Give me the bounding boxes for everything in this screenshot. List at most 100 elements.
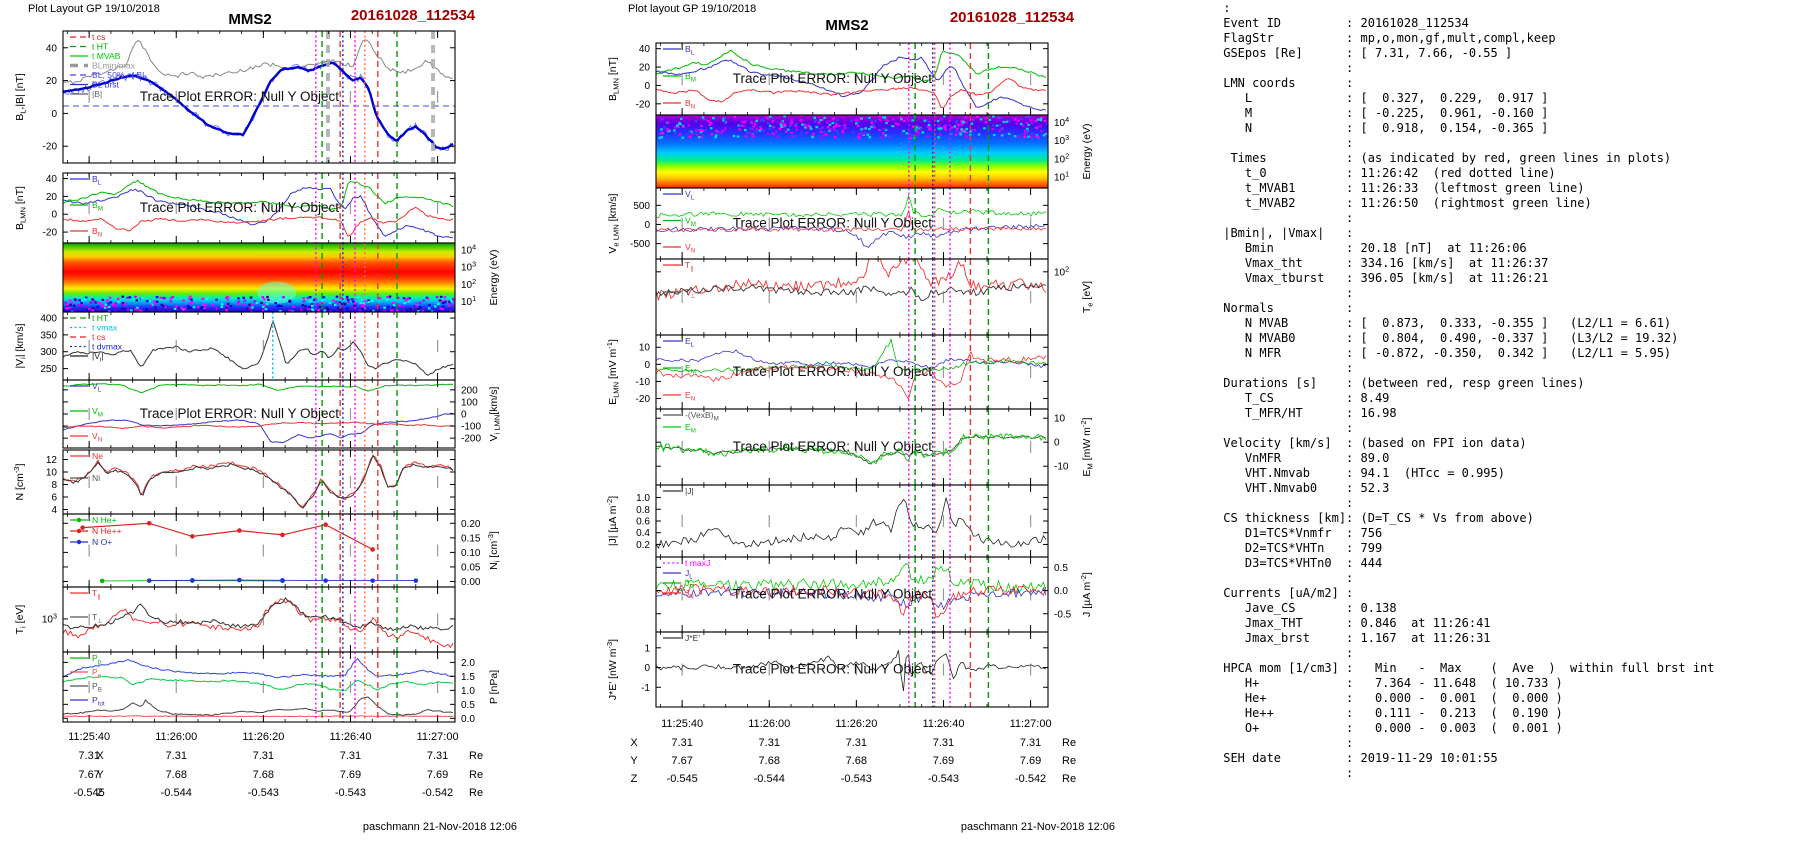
legend-entry: VM​ — [685, 216, 696, 229]
axis-label-j-mag: |J| [µA m-2​] — [605, 496, 619, 546]
pos-row-value: 7.68 — [846, 755, 867, 767]
panel-frame — [62, 651, 456, 723]
svg-text:-20: -20 — [636, 394, 651, 405]
pos-row-value: 7.31 — [78, 750, 99, 762]
left-event-id: 20161028_112534 — [350, 7, 476, 24]
pos-row-value: -0.542 — [1015, 773, 1046, 785]
series-VL — [656, 223, 1047, 248]
legend-entry: t cs — [92, 332, 105, 342]
series-BN — [63, 206, 454, 237]
legend-entry: BL​ — [92, 174, 102, 187]
svg-text:-100: -100 — [461, 422, 481, 433]
series-PB — [63, 696, 454, 716]
legend-entry: -(VexB)M​ — [685, 410, 719, 423]
pos-row-value: -0.545 — [667, 773, 698, 785]
svg-text:10: 10 — [46, 468, 58, 479]
middle-plot-column: 40 20 0 -20 BLMN​ [nT] BL​ BM​ BN​ Trace Plot ER… — [605, 42, 1095, 785]
pos-row-value: 7.69 — [427, 769, 448, 781]
axis-label-e-lmn: ELMN​ [mV m-1​] — [605, 339, 621, 405]
series-Tperp — [63, 597, 454, 632]
pos-row-value: 7.31 — [846, 737, 867, 749]
svg-text:103​: 103​ — [1054, 133, 1069, 147]
svg-text:40: 40 — [46, 43, 58, 54]
legend-entry: N He+ — [92, 515, 117, 525]
svg-text:-1: -1 — [641, 683, 650, 694]
pos-row-value: 7.31 — [340, 750, 361, 762]
time-axis-label: 11:25:40 — [68, 731, 110, 743]
legend-entry: t vmax — [92, 323, 118, 333]
svg-text:0: 0 — [1054, 438, 1060, 449]
legend-entry: EM​ — [685, 363, 696, 376]
legend-entry: JN​ — [685, 588, 694, 601]
axis-label-pressure: P [nPa] — [488, 670, 500, 704]
pos-row-value: 7.68 — [253, 769, 274, 781]
svg-text:103​: 103​ — [461, 260, 476, 274]
svg-text:100: 100 — [461, 397, 478, 408]
series-Bmag — [63, 39, 454, 85]
pos-row-value: -0.543 — [841, 773, 872, 785]
legend-entry: BN​ — [92, 226, 102, 239]
left-plot-header: Plot Layout GP 19/10/2018 — [28, 3, 160, 15]
trace-error-text: Trace Plot ERROR: Null Y Object — [733, 662, 933, 677]
svg-text:0.10: 0.10 — [461, 548, 481, 559]
axis-label-jdote: J*E' [nW m-3​] — [605, 639, 619, 700]
legend-entry: T∥​ — [685, 260, 693, 273]
series-VexB — [656, 434, 1047, 465]
pos-row-value: 7.31 — [427, 750, 448, 762]
svg-text:300: 300 — [40, 347, 57, 358]
svg-text:10: 10 — [1054, 414, 1066, 425]
time-axis-label: 11:26:00 — [155, 731, 197, 743]
series-BM — [63, 179, 454, 211]
middle-panel-jdote: 1 0 -1 J*E' [nW m-3​] J*E' Trace Plot ERROR: … — [605, 631, 1049, 708]
left-plot-title: MMS2 — [228, 11, 272, 28]
svg-text:0.4: 0.4 — [636, 528, 650, 539]
middle-panel-e-spectrogram: 104​ 103​ 102​ 101​ Energy (eV) — [655, 114, 1093, 189]
legend-entry: BLmin/max — [92, 61, 136, 71]
info-panel: : Event ID : 20161028_112534 FlagStr : m… — [1223, 1, 1715, 780]
svg-text:0: 0 — [51, 210, 57, 221]
legend-entry: t HT — [92, 313, 109, 323]
left-panel-ti: 103​ Ti​ [eV] T∥​ T⊥​ — [14, 586, 456, 653]
axis-label-e-spectrogram: Energy (eV) — [1081, 123, 1093, 179]
svg-text:0.6: 0.6 — [636, 517, 650, 528]
time-axis-label: 11:26:40 — [922, 718, 964, 730]
pos-row-value: 7.67 — [78, 769, 99, 781]
svg-text:-10: -10 — [636, 377, 651, 388]
svg-text:0.0: 0.0 — [1054, 586, 1068, 597]
svg-text:102​: 102​ — [461, 277, 476, 291]
svg-text:8: 8 — [51, 480, 57, 491]
series-EN — [656, 350, 1047, 401]
legend-entry: |B| — [92, 89, 102, 99]
pos-row-unit: Re — [469, 769, 483, 781]
trace-error-text: Trace Plot ERROR: Null Y Object — [733, 587, 933, 602]
pos-row-unit: Re — [1062, 773, 1076, 785]
series-EM — [656, 433, 1047, 465]
legend-entry: N O+ — [92, 537, 112, 547]
axis-label-b-lmn: BLMN​ [nT] — [14, 186, 28, 230]
pos-row-label: X — [630, 737, 638, 749]
svg-text:400: 400 — [40, 314, 57, 325]
series-Vi — [63, 319, 454, 376]
panel-frame — [655, 484, 1049, 558]
legend-entry: |Vi​| — [92, 351, 104, 364]
series-Ne — [63, 455, 454, 507]
series-VL — [63, 412, 453, 444]
legend-entry: Pe​ — [92, 667, 102, 680]
axis-label-te: Te​ [eV] — [1081, 281, 1095, 313]
svg-text:0.5: 0.5 — [461, 700, 475, 711]
series-VM — [656, 194, 1047, 218]
svg-text:20: 20 — [46, 192, 58, 203]
legend-entry: JL​ — [685, 568, 693, 581]
left-panel-b-lmn: 40 20 0 -20 BLMN​ [nT] BL​ BM​ BN​ Trace Plot ER… — [14, 172, 456, 244]
legend-entry: EN​ — [685, 390, 695, 403]
svg-text:1.5: 1.5 — [461, 672, 475, 683]
series-JL — [656, 586, 1047, 611]
svg-text:250: 250 — [40, 364, 57, 375]
svg-text:12: 12 — [46, 455, 58, 466]
legend-entry: J*E' — [685, 633, 700, 643]
panel-frame — [62, 379, 456, 449]
trace-error-text: Trace Plot ERROR: Null Y Object — [733, 216, 933, 231]
pos-row-unit: Re — [1062, 755, 1076, 767]
